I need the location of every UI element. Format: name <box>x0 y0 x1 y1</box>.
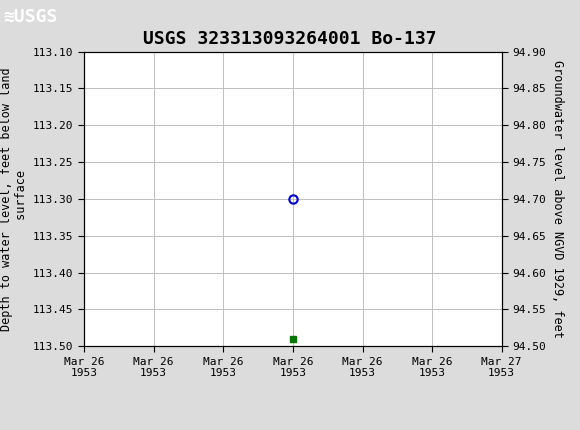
Text: USGS 323313093264001 Bo-137: USGS 323313093264001 Bo-137 <box>143 30 437 48</box>
Y-axis label: Groundwater level above NGVD 1929, feet: Groundwater level above NGVD 1929, feet <box>552 60 564 338</box>
Y-axis label: Depth to water level, feet below land
 surface: Depth to water level, feet below land su… <box>0 67 28 331</box>
Text: ≋USGS: ≋USGS <box>3 9 57 27</box>
Legend: Period of approved data: Period of approved data <box>184 429 401 430</box>
